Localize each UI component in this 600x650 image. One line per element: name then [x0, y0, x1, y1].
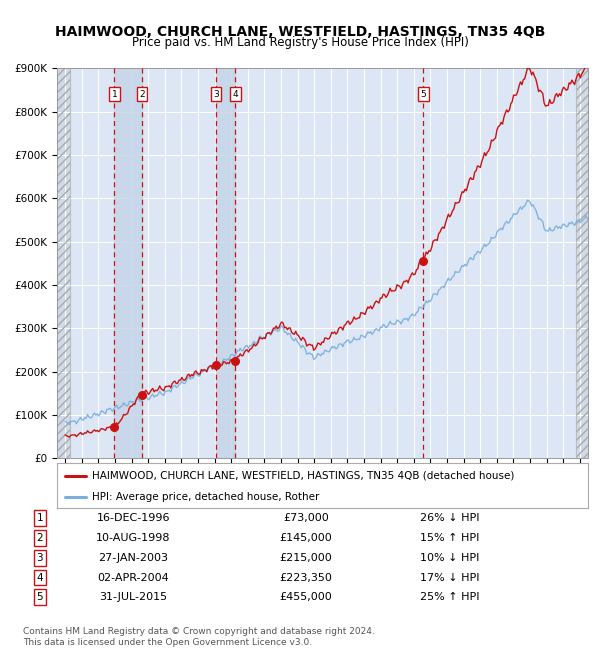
Text: 5: 5 — [37, 592, 43, 603]
Text: 1: 1 — [112, 90, 117, 99]
Text: 10% ↓ HPI: 10% ↓ HPI — [421, 552, 479, 563]
Bar — [216, 68, 235, 458]
Text: 10-AUG-1998: 10-AUG-1998 — [96, 533, 170, 543]
Text: £73,000: £73,000 — [283, 513, 329, 523]
Text: HPI: Average price, detached house, Rother: HPI: Average price, detached house, Roth… — [92, 492, 319, 502]
Text: 17% ↓ HPI: 17% ↓ HPI — [420, 573, 480, 582]
Text: 3: 3 — [213, 90, 219, 99]
Text: 25% ↑ HPI: 25% ↑ HPI — [420, 592, 480, 603]
Text: 15% ↑ HPI: 15% ↑ HPI — [421, 533, 479, 543]
Text: £215,000: £215,000 — [280, 552, 332, 563]
Text: 4: 4 — [233, 90, 238, 99]
Text: HAIMWOOD, CHURCH LANE, WESTFIELD, HASTINGS, TN35 4QB: HAIMWOOD, CHURCH LANE, WESTFIELD, HASTIN… — [55, 25, 545, 39]
Text: 2: 2 — [37, 533, 43, 543]
Text: 02-APR-2004: 02-APR-2004 — [97, 573, 169, 582]
Bar — [57, 68, 70, 458]
Text: £223,350: £223,350 — [280, 573, 332, 582]
Text: £145,000: £145,000 — [280, 533, 332, 543]
Text: 31-JUL-2015: 31-JUL-2015 — [99, 592, 167, 603]
Text: 16-DEC-1996: 16-DEC-1996 — [97, 513, 170, 523]
Text: £455,000: £455,000 — [280, 592, 332, 603]
Text: 3: 3 — [37, 552, 43, 563]
Text: This data is licensed under the Open Government Licence v3.0.: This data is licensed under the Open Gov… — [23, 638, 312, 647]
Bar — [115, 68, 142, 458]
Bar — [575, 68, 588, 458]
Text: 1: 1 — [37, 513, 43, 523]
Text: 26% ↓ HPI: 26% ↓ HPI — [420, 513, 480, 523]
Text: 4: 4 — [37, 573, 43, 582]
Text: 2: 2 — [139, 90, 145, 99]
Text: Price paid vs. HM Land Registry's House Price Index (HPI): Price paid vs. HM Land Registry's House … — [131, 36, 469, 49]
Text: 5: 5 — [421, 90, 426, 99]
Text: Contains HM Land Registry data © Crown copyright and database right 2024.: Contains HM Land Registry data © Crown c… — [23, 627, 374, 636]
Text: 27-JAN-2003: 27-JAN-2003 — [98, 552, 168, 563]
Text: HAIMWOOD, CHURCH LANE, WESTFIELD, HASTINGS, TN35 4QB (detached house): HAIMWOOD, CHURCH LANE, WESTFIELD, HASTIN… — [92, 471, 514, 480]
